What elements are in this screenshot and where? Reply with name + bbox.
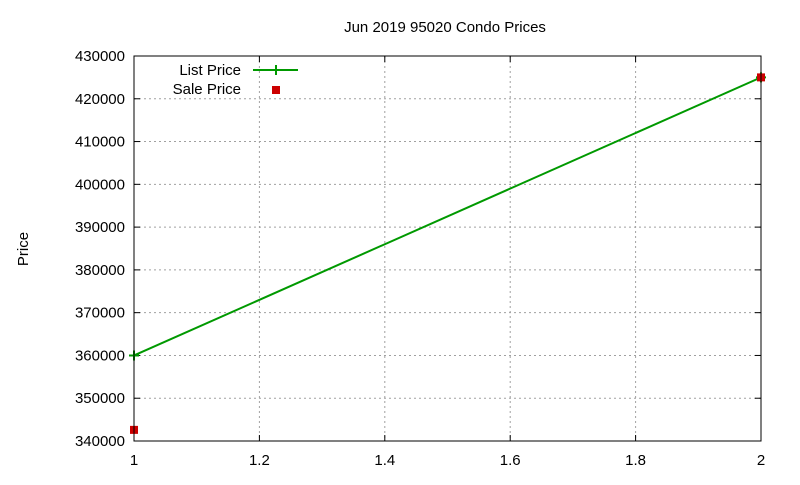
- x-tick-label: 1.6: [500, 452, 521, 469]
- plot-border: [133, 55, 762, 442]
- y-tick-label: 420000: [75, 91, 125, 108]
- legend: List Price Sale Price: [173, 62, 298, 98]
- y-tick-label: 430000: [75, 48, 125, 65]
- series: [129, 72, 766, 434]
- grid: [134, 56, 761, 441]
- y-tick-label: 380000: [75, 262, 125, 279]
- x-tick-label: 1.8: [625, 452, 646, 469]
- ticks: 340000 350000 360000 370000 380000 390000 4000…: [75, 48, 765, 469]
- x-tick-label: 1.4: [374, 452, 395, 469]
- chart-title: Jun 2019 95020 Condo Prices: [344, 19, 546, 36]
- y-tick-label: 410000: [75, 134, 125, 151]
- legend-label-sale-price: Sale Price: [173, 81, 241, 98]
- y-tick-label: 370000: [75, 305, 125, 322]
- legend-sale-price-marker: [272, 86, 280, 94]
- y-tick-label: 350000: [75, 390, 125, 407]
- list-price-line: [133, 76, 762, 357]
- y-axis-label: Price: [15, 232, 32, 266]
- x-tick-label: 2: [757, 452, 765, 469]
- legend-label-list-price: List Price: [179, 62, 241, 79]
- x-tick-label: 1.2: [249, 452, 270, 469]
- x-tick-label: 1: [130, 452, 138, 469]
- y-tick-label: 390000: [75, 219, 125, 236]
- y-tick-label: 340000: [75, 433, 125, 450]
- y-tick-label: 360000: [75, 347, 125, 364]
- legend-list-price-marker: [271, 65, 281, 75]
- y-tick-label: 400000: [75, 176, 125, 193]
